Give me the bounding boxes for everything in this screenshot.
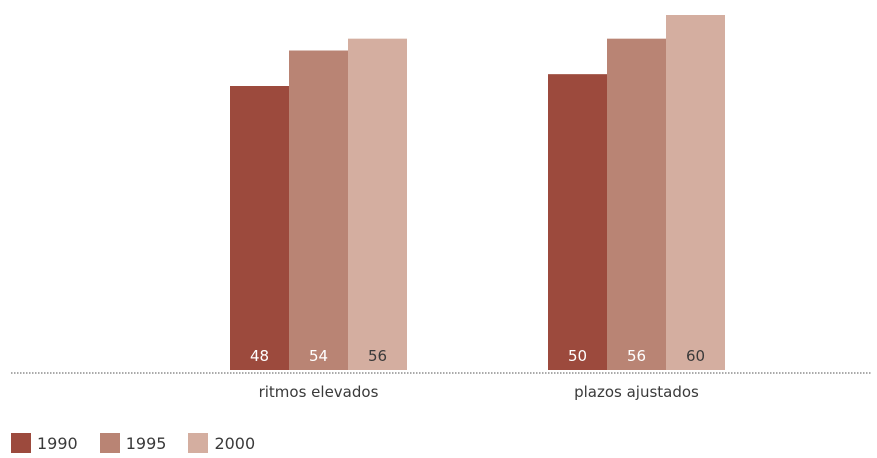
value-label-1995-0: 54: [309, 347, 328, 365]
value-label-2000-1: 60: [686, 347, 705, 365]
bar-1995-0: [289, 50, 348, 370]
value-label-1990-0: 48: [250, 347, 269, 365]
value-label-1990-1: 50: [568, 347, 587, 365]
category-label-0: ritmos elevados: [259, 383, 379, 401]
value-labels-group: 48 54 56 50 56 60: [250, 347, 705, 365]
bar-2000-1: [666, 15, 725, 370]
bar-2000-0: [348, 38, 407, 371]
value-label-1995-1: 56: [627, 347, 646, 365]
legend-swatch-1995: [99, 433, 120, 453]
legend: 1990 1995 2000: [11, 433, 277, 453]
legend-item-1995: 1995: [99, 433, 167, 453]
category-label-1: plazos ajustados: [574, 383, 699, 401]
bar-1990-0: [230, 86, 289, 370]
legend-swatch-2000: [188, 433, 209, 453]
bar-1995-1: [607, 38, 666, 371]
bar-1990-1: [548, 74, 607, 371]
legend-swatch-1990: [11, 433, 31, 453]
category-labels-group: ritmos elevados plazos ajustados: [259, 383, 699, 401]
legend-label-2000: 2000: [214, 433, 256, 453]
legend-label-1990: 1990: [37, 433, 78, 453]
legend-item-1990: 1990: [11, 433, 78, 453]
value-label-2000-0: 56: [368, 347, 387, 365]
bar-chart: 48 54 56 50 56 60 ritmos elevados plazos ajust…: [11, 15, 872, 401]
legend-label-1995: 1995: [125, 433, 167, 453]
legend-item-2000: 2000: [188, 433, 255, 453]
bars-group: [230, 15, 725, 371]
